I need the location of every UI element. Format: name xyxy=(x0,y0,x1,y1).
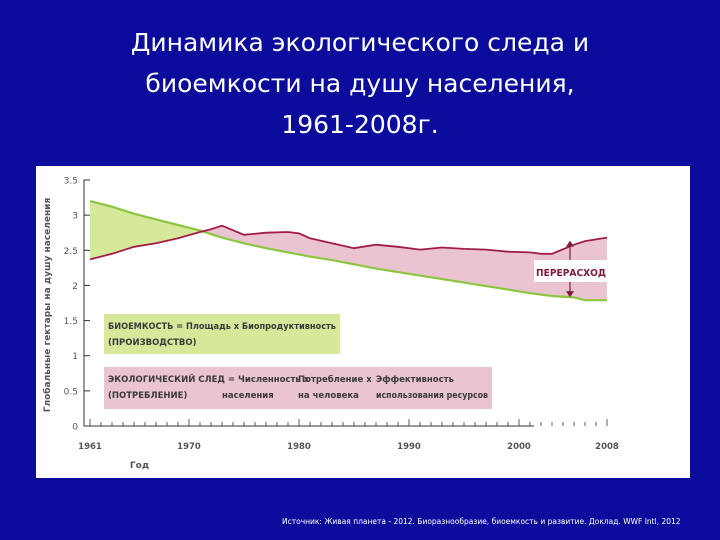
slide-title: Динамика экологического следа и биоемкос… xyxy=(60,22,660,145)
footprint-box-line-2-part: населения xyxy=(222,391,274,401)
y-axis-title: Глобальные гектары на душу населения xyxy=(42,198,53,413)
footprint-box-line-2-part: на человека xyxy=(298,391,359,401)
overshoot-label-bg xyxy=(534,260,608,282)
x-tick-label: 1990 xyxy=(397,442,421,452)
footprint-box-line-1-part: ЭКОЛОГИЧЕСКИЙ СЛЕД = Численность х xyxy=(108,373,310,385)
chart-panel: 0 0.5 1 1.5 2 2.5 3 3.5 1961 1970 1980 1990 2000 2008… xyxy=(36,166,690,478)
title-line-2: биоемкости на душу населения, xyxy=(145,69,575,98)
footprint-box-line-1-part: Потребление х xyxy=(298,374,372,385)
footprint-box xyxy=(104,367,492,409)
biocapacity-line xyxy=(89,200,607,302)
biocapacity-box xyxy=(104,314,340,354)
x-tick-label: 1961 xyxy=(78,442,102,452)
footprint-biocapacity-chart: 0 0.5 1 1.5 2 2.5 3 3.5 1961 1970 1980 1990 2000 2008… xyxy=(42,177,619,472)
y-tick-label: 1.5 xyxy=(64,317,78,327)
y-tick-label: 3.5 xyxy=(64,177,78,187)
x-tick-label: 1980 xyxy=(287,442,311,452)
y-tick-label: 0.5 xyxy=(64,387,78,397)
overshoot-arrow-up xyxy=(566,240,574,247)
footprint-box-line-2-part: (ПОТРЕБЛЕНИЕ) xyxy=(108,391,187,401)
biocapacity-box-line-2: (ПРОИЗВОДСТВО) xyxy=(108,338,197,348)
x-tick-label: 2000 xyxy=(507,442,531,452)
x-tick-label: 2008 xyxy=(595,442,619,452)
footprint-box-line-2-part: использования ресурсов xyxy=(376,391,488,401)
footprint-box-line-1-part: Эффективность xyxy=(376,375,454,385)
source-caption: Источник: Живая планета - 2012. Биоразно… xyxy=(282,517,681,526)
footprint-line xyxy=(89,224,608,261)
x-tick-label: 1970 xyxy=(177,442,201,452)
y-tick-label: 3 xyxy=(72,212,78,222)
biocapacity-box-line-1: БИОЕМКОСТЬ = Площадь х Биопродуктивность xyxy=(108,322,336,332)
title-line-3: 1961-2008г. xyxy=(281,110,439,139)
reserve-area xyxy=(90,201,200,260)
y-tick-label: 0 xyxy=(72,423,78,433)
deficit-area xyxy=(202,225,608,301)
overshoot-arrow-down xyxy=(566,291,574,298)
y-tick-label: 1 xyxy=(72,352,78,362)
overshoot-label: ПЕРЕРАСХОД xyxy=(536,268,606,279)
title-line-1: Динамика экологического следа и xyxy=(130,28,590,57)
y-tick-label: 2 xyxy=(72,282,78,292)
y-tick-label: 2.5 xyxy=(64,247,78,257)
x-axis-title: Год xyxy=(130,461,149,471)
